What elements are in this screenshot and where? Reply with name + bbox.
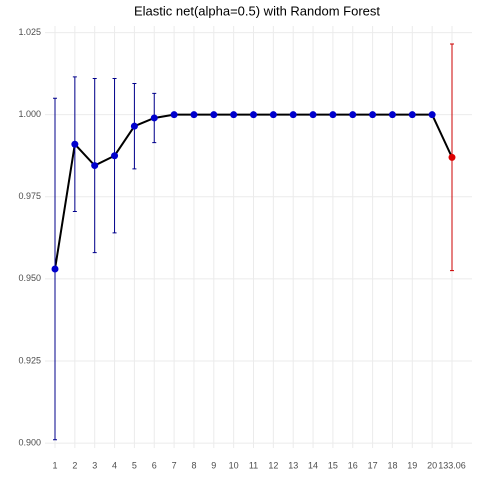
- x-tick-label: 1: [52, 460, 57, 470]
- x-tick-label: 7: [172, 460, 177, 470]
- point: [71, 140, 79, 148]
- point: [269, 111, 277, 119]
- y-tick-label: 1.000: [18, 109, 41, 119]
- point: [349, 111, 357, 119]
- x-tick-label: 19: [407, 460, 417, 470]
- point: [210, 111, 218, 119]
- y-tick-label: 1.025: [18, 27, 41, 37]
- x-tick-label: 6: [152, 460, 157, 470]
- x-tick-label: 16: [348, 460, 358, 470]
- x-tick-label: 5: [132, 460, 137, 470]
- point: [150, 114, 158, 122]
- point: [369, 111, 377, 119]
- y-tick-label: 0.950: [18, 273, 41, 283]
- x-tick-label: 4: [112, 460, 117, 470]
- x-tick-label: 11: [249, 460, 258, 470]
- point: [51, 265, 59, 273]
- point: [329, 111, 337, 119]
- point: [130, 122, 138, 130]
- x-tick-label: 12: [268, 460, 278, 470]
- point: [388, 111, 396, 119]
- x-tick-label: 10: [229, 460, 239, 470]
- x-tick-label: 13: [288, 460, 298, 470]
- point: [428, 111, 436, 119]
- point: [250, 111, 257, 119]
- y-tick-label: 0.900: [18, 437, 41, 447]
- y-tick-label: 0.925: [18, 355, 41, 365]
- x-tick-label: 20: [427, 460, 437, 470]
- x-tick-label: 133.06: [438, 460, 466, 470]
- point: [91, 162, 99, 170]
- y-tick-label: 0.975: [18, 191, 41, 201]
- point: [289, 111, 297, 119]
- point: [170, 111, 178, 119]
- x-tick-label: 17: [368, 460, 378, 470]
- chart-title: Elastic net(alpha=0.5) with Random Fores…: [134, 3, 380, 18]
- point: [111, 152, 119, 160]
- point: [309, 111, 317, 119]
- x-tick-label: 9: [211, 460, 216, 470]
- x-tick-label: 15: [328, 460, 338, 470]
- x-tick-label: 2: [72, 460, 77, 470]
- point: [230, 111, 238, 119]
- point: [448, 153, 456, 161]
- x-tick-label: 8: [191, 460, 196, 470]
- point: [190, 111, 198, 119]
- x-tick-label: 18: [387, 460, 397, 470]
- x-tick-label: 14: [308, 460, 318, 470]
- x-tick-label: 3: [92, 460, 97, 470]
- point: [408, 111, 416, 119]
